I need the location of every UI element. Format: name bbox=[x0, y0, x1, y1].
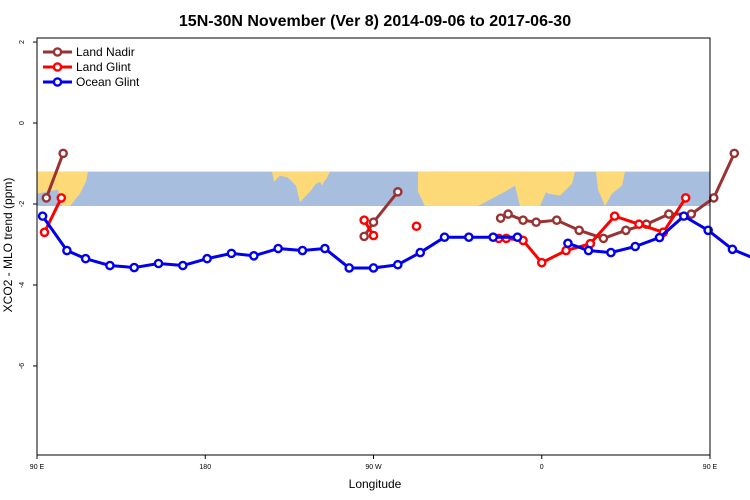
data-point bbox=[630, 241, 641, 252]
series-line bbox=[662, 197, 687, 234]
series-layer bbox=[37, 148, 750, 273]
data-point bbox=[503, 209, 513, 219]
data-point bbox=[634, 219, 644, 230]
land-shape bbox=[272, 171, 330, 203]
series-line bbox=[44, 152, 65, 199]
x-axis-label: Longitude bbox=[349, 477, 402, 491]
data-point bbox=[518, 215, 528, 225]
plot-frame bbox=[36, 37, 711, 456]
legend-label: Land Glint bbox=[76, 60, 131, 74]
data-point bbox=[153, 258, 164, 269]
data-point bbox=[62, 245, 72, 256]
data-point bbox=[320, 243, 330, 254]
legend-label: Ocean Glint bbox=[76, 75, 140, 89]
x-tick-label: 90 E bbox=[30, 464, 45, 471]
data-point bbox=[368, 230, 379, 241]
data-point bbox=[551, 215, 562, 225]
x-tick-label: 0 bbox=[540, 464, 544, 471]
data-point bbox=[344, 263, 354, 273]
data-point bbox=[598, 233, 609, 244]
data-point bbox=[680, 193, 691, 203]
data-point bbox=[359, 231, 369, 242]
data-point bbox=[58, 148, 68, 159]
legend-marker bbox=[52, 47, 63, 57]
data-point bbox=[129, 262, 140, 273]
y-tick-label: -2 bbox=[19, 201, 26, 207]
series-line bbox=[43, 197, 63, 233]
land-shape bbox=[37, 171, 88, 207]
data-point bbox=[178, 260, 188, 271]
series-ocean-glint bbox=[37, 211, 750, 273]
land-shape bbox=[596, 171, 625, 207]
land-shape bbox=[418, 171, 568, 207]
data-point bbox=[495, 213, 506, 223]
data-point bbox=[415, 247, 426, 258]
data-point bbox=[226, 248, 237, 259]
series-line bbox=[41, 215, 518, 270]
data-point bbox=[464, 232, 474, 242]
data-point bbox=[393, 187, 403, 197]
x-tick-label: 90 W bbox=[365, 464, 382, 471]
data-point bbox=[664, 209, 674, 219]
data-point bbox=[37, 211, 48, 221]
data-point bbox=[531, 217, 541, 228]
data-point bbox=[56, 193, 67, 203]
data-point bbox=[249, 251, 259, 261]
data-point bbox=[563, 238, 573, 249]
data-point bbox=[727, 244, 738, 255]
data-point bbox=[39, 227, 50, 238]
x-tick-label: 180 bbox=[199, 464, 211, 471]
x-tick-label: 90 E bbox=[703, 464, 718, 471]
legend-marker bbox=[52, 77, 63, 87]
legend-marker bbox=[52, 62, 63, 72]
y-axis-label: XCO2 - MLO trend (ppm) bbox=[1, 178, 15, 313]
data-point bbox=[202, 253, 212, 264]
data-point bbox=[368, 263, 379, 273]
data-point bbox=[105, 260, 115, 271]
data-point bbox=[359, 215, 369, 225]
chart-title: 15N-30N November (Ver 8) 2014-09-06 to 2… bbox=[179, 13, 571, 30]
data-point bbox=[561, 245, 571, 256]
land-shape bbox=[318, 177, 326, 186]
data-point bbox=[393, 259, 403, 270]
data-point bbox=[536, 257, 547, 268]
data-point bbox=[512, 232, 523, 242]
y-tick-label: -4 bbox=[19, 282, 26, 288]
data-point bbox=[273, 243, 283, 254]
data-point bbox=[654, 232, 665, 243]
world-map-band bbox=[37, 171, 710, 207]
data-point bbox=[679, 211, 689, 221]
data-point bbox=[729, 148, 740, 159]
data-point bbox=[583, 245, 594, 256]
y-tick-label: -6 bbox=[19, 363, 26, 369]
data-point bbox=[606, 247, 616, 258]
data-point bbox=[609, 211, 620, 221]
y-tick-label: 2 bbox=[19, 40, 26, 44]
data-point bbox=[686, 209, 697, 219]
data-point bbox=[488, 232, 498, 242]
data-point bbox=[297, 245, 308, 256]
data-point bbox=[703, 225, 713, 236]
legend-label: Land Nadir bbox=[76, 45, 135, 59]
x-axis: 90 E 180 90 W 0 90 E bbox=[30, 455, 718, 471]
data-point bbox=[80, 253, 91, 264]
y-tick-label: 0 bbox=[19, 121, 26, 125]
data-point bbox=[574, 225, 584, 236]
data-point bbox=[621, 225, 631, 236]
data-point bbox=[708, 193, 719, 203]
data-point bbox=[41, 193, 52, 203]
y-axis: 2 0 -2 -4 -6 bbox=[19, 40, 37, 369]
land-shape bbox=[520, 171, 575, 196]
data-point bbox=[439, 232, 450, 242]
data-point bbox=[411, 221, 422, 232]
data-point bbox=[368, 217, 379, 228]
